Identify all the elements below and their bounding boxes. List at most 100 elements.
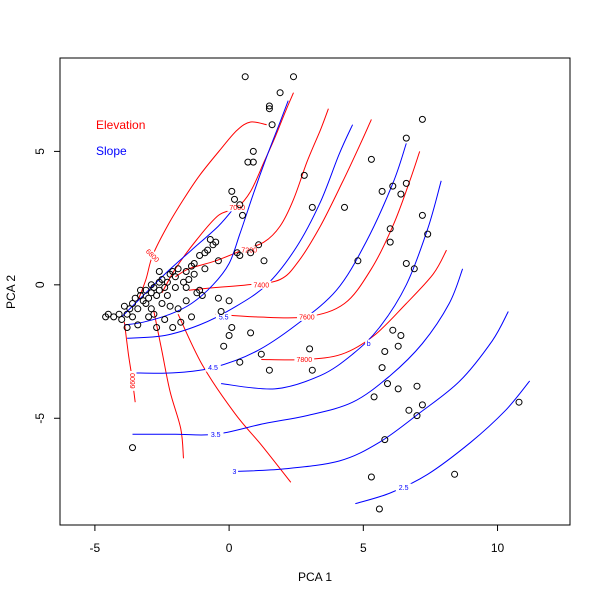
data-point xyxy=(155,268,163,275)
data-point xyxy=(228,324,236,331)
elevation-contour xyxy=(175,108,329,278)
data-point xyxy=(220,342,228,350)
data-point xyxy=(158,300,166,307)
elevation-contour xyxy=(188,119,372,291)
elevation-contour xyxy=(153,311,184,459)
contour-level-text: 7800 xyxy=(297,357,313,364)
data-point xyxy=(239,211,246,219)
data-point xyxy=(214,257,222,265)
scatter-points xyxy=(102,73,523,513)
data-point xyxy=(185,276,193,283)
data-point xyxy=(244,158,252,166)
elevation-contour xyxy=(177,313,292,483)
elevation-contour xyxy=(123,322,136,403)
y-tick-label: -5 xyxy=(33,413,47,424)
data-point xyxy=(418,211,426,219)
data-point xyxy=(123,324,131,331)
data-point xyxy=(129,300,136,307)
data-point xyxy=(206,236,214,243)
data-point xyxy=(236,358,244,366)
data-point xyxy=(231,195,238,203)
data-point xyxy=(150,310,158,318)
slope-contour xyxy=(132,143,407,374)
data-point xyxy=(247,249,255,257)
data-point xyxy=(375,505,383,513)
data-point xyxy=(257,350,265,358)
data-point xyxy=(276,89,284,97)
data-point xyxy=(131,294,139,302)
data-point xyxy=(249,147,257,155)
data-point xyxy=(255,241,263,249)
contour-level-text: 3.5 xyxy=(211,432,221,439)
data-point xyxy=(110,313,118,321)
data-point xyxy=(147,305,155,313)
data-point xyxy=(451,470,459,478)
data-point xyxy=(233,249,241,257)
x-tick-label: 0 xyxy=(226,541,233,555)
y-tick-label: 5 xyxy=(33,148,47,155)
data-point xyxy=(367,473,375,481)
slope-contour-label: 5.5 xyxy=(215,312,232,321)
data-point xyxy=(214,294,222,302)
data-point xyxy=(137,292,144,299)
slope-contour-label: 3 xyxy=(230,467,239,476)
data-point xyxy=(123,310,131,318)
elevation-contour-label: 7800 xyxy=(294,355,315,364)
slope-contour-label: 4.5 xyxy=(205,363,221,372)
plot-frame xyxy=(59,57,571,526)
data-point xyxy=(413,412,421,420)
data-point xyxy=(193,289,201,297)
slope-contour xyxy=(355,380,531,505)
x-tick-label: 10 xyxy=(491,541,505,555)
data-point xyxy=(102,313,110,321)
contour-lines xyxy=(121,92,531,505)
data-point xyxy=(384,380,391,388)
elevation-contour-label: 7400 xyxy=(251,280,272,289)
slope-contour xyxy=(231,311,509,473)
data-point xyxy=(169,324,177,331)
slope-contour xyxy=(121,207,235,318)
data-point xyxy=(410,265,418,273)
data-point xyxy=(418,401,426,409)
data-point xyxy=(155,286,163,294)
data-point xyxy=(236,201,244,209)
contour-level-text: b xyxy=(367,341,371,348)
elevation-contour-label: 7000 xyxy=(227,203,248,212)
data-point xyxy=(137,286,144,294)
data-point xyxy=(418,115,426,123)
data-point xyxy=(354,257,362,265)
elevation-contour-label: 6600 xyxy=(128,370,137,391)
data-point xyxy=(153,324,161,331)
data-point xyxy=(142,286,150,294)
data-point xyxy=(201,265,209,273)
data-point xyxy=(174,265,182,273)
data-point xyxy=(378,364,386,372)
data-point xyxy=(163,292,171,299)
data-point xyxy=(142,300,150,307)
contour-level-text: 6600 xyxy=(130,373,137,389)
data-point xyxy=(370,393,378,401)
data-point xyxy=(188,313,195,321)
x-tick-label: 5 xyxy=(360,541,367,555)
data-point xyxy=(166,302,174,310)
contour-level-text: 5.5 xyxy=(219,314,229,321)
data-point xyxy=(134,305,142,313)
contour-level-text: 4.5 xyxy=(208,365,218,372)
data-point xyxy=(155,278,163,286)
data-point xyxy=(217,308,225,315)
data-point xyxy=(402,134,410,142)
elevation-contour xyxy=(215,151,421,319)
data-point xyxy=(174,305,182,313)
legend-slope: Slope xyxy=(96,144,127,158)
data-point xyxy=(118,316,126,323)
data-point xyxy=(161,284,169,291)
data-point xyxy=(225,332,233,339)
data-point xyxy=(341,203,348,211)
slope-contour-label: 2.5 xyxy=(395,483,412,492)
data-point xyxy=(180,278,187,286)
data-point xyxy=(424,230,432,238)
contour-level-text: 7600 xyxy=(299,314,315,321)
data-point xyxy=(182,284,190,291)
data-point xyxy=(196,252,204,259)
data-point xyxy=(308,366,316,374)
